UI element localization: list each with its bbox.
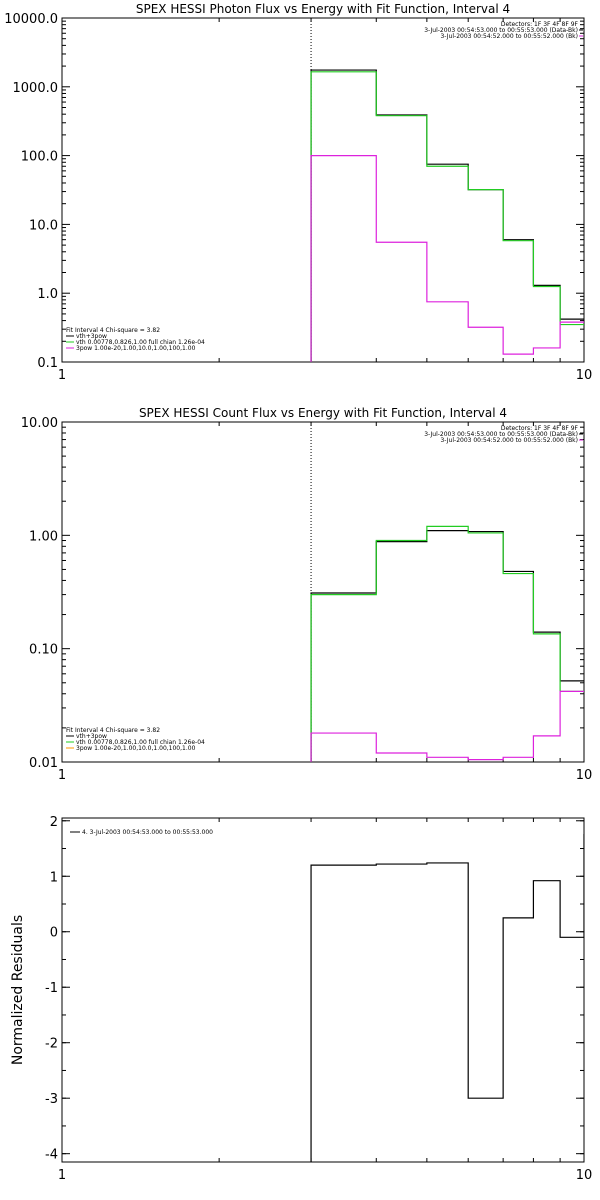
- y-tick-label: -1: [45, 981, 58, 996]
- y-tick-label: 0.01: [29, 756, 58, 771]
- chart-panel-1: SPEX HESSI Photon Flux vs Energy with Fi…: [4, 2, 592, 383]
- y-tick-label: 10.00: [21, 416, 58, 431]
- header-line-2: 3-Jul-2003 00:54:53.000 to 00:55:53.000 …: [424, 27, 578, 34]
- y-tick-label: -3: [45, 1092, 58, 1107]
- legend-label: 4. 3-Jul-2003 00:54:53.000 to 00:55:53.0…: [82, 829, 213, 836]
- fit-line-2: vth+3pow: [76, 333, 107, 340]
- y-tick-label: 1.0: [37, 287, 58, 302]
- y-tick-label: 1.00: [29, 529, 58, 544]
- y-tick-label: 10.0: [29, 218, 58, 233]
- y-tick-label: -2: [45, 1037, 58, 1052]
- y-tick-label: 0: [50, 926, 58, 941]
- header-line-3: 3-Jul-2003 00:54:52.000 to 00:55:52.000 …: [440, 437, 578, 444]
- x-tick-label: 10: [576, 1168, 593, 1183]
- chart-title: SPEX HESSI Count Flux vs Energy with Fit…: [139, 406, 507, 420]
- chart-title: SPEX HESSI Photon Flux vs Energy with Fi…: [136, 2, 510, 16]
- fit-line-1: Fit Interval 4 Chi-square = 3.82: [66, 727, 160, 734]
- y-tick-label: 0.1: [37, 356, 58, 371]
- series-group: [310, 69, 584, 362]
- fit-line-4: 3pow 1.00e-20,1.00,10.0,1.00,100,1.00: [76, 345, 196, 352]
- header-line-1: Detectors: 1F 3F 4F 8F 9F: [501, 21, 579, 28]
- y-tick-label: -4: [45, 1148, 58, 1163]
- fit-line-3: vth 0.00778,0.826,1.00 full chian 1.26e-…: [76, 339, 205, 346]
- x-tick-label: 10: [576, 768, 593, 783]
- series-line-1: [310, 530, 584, 762]
- y-tick-label: 2: [50, 815, 58, 830]
- header-line-1: Detectors: 1F 3F 4F 8F 9F: [501, 425, 579, 432]
- plot-frame: [61, 817, 585, 1163]
- y-tick-label: 100.0: [21, 150, 58, 165]
- fit-line-3: vth 0.00778,0.826,1.00 full chian 1.26e-…: [76, 739, 205, 746]
- series-line-3: [310, 155, 584, 362]
- y-tick-label: 10000.0: [4, 12, 58, 27]
- header-line-2: 3-Jul-2003 00:54:53.000 to 00:55:53.000 …: [424, 431, 578, 438]
- y-tick-label: 0.10: [29, 643, 58, 658]
- x-tick-label: 1: [58, 1168, 66, 1183]
- chart-panel-2: SPEX HESSI Count Flux vs Energy with Fit…: [21, 406, 592, 783]
- series-group: [310, 525, 584, 762]
- series-line-2: [310, 71, 584, 362]
- plot-frame: [61, 421, 585, 763]
- header-line-3: 3-Jul-2003 00:54:52.000 to 00:55:52.000 …: [440, 33, 578, 40]
- x-tick-label: 1: [58, 368, 66, 383]
- x-tick-label: 1: [58, 768, 66, 783]
- series-line-1: [310, 834, 584, 1162]
- series-line-2: [310, 525, 584, 762]
- fit-line-4: 3pow 1.00e-20,1.00,10.0,1.00,100,1.00: [76, 745, 196, 752]
- chart-panel-3: -4 -3 -2 -1 0 1 2 1 10 Normalized Residuals 4. 3-J…: [10, 815, 593, 1183]
- y-axis-label: Normalized Residuals: [10, 915, 26, 1065]
- series-line-1: [310, 69, 584, 362]
- plot-frame: [61, 17, 585, 363]
- fit-line-2: vth+3pow: [76, 733, 107, 740]
- series-line-3: [310, 690, 584, 762]
- x-tick-label: 10: [576, 368, 593, 383]
- y-tick-label: 1000.0: [13, 81, 59, 96]
- series-group: [310, 834, 584, 1162]
- fit-line-1: Fit Interval 4 Chi-square = 3.82: [66, 327, 160, 334]
- y-tick-label: 1: [50, 870, 58, 885]
